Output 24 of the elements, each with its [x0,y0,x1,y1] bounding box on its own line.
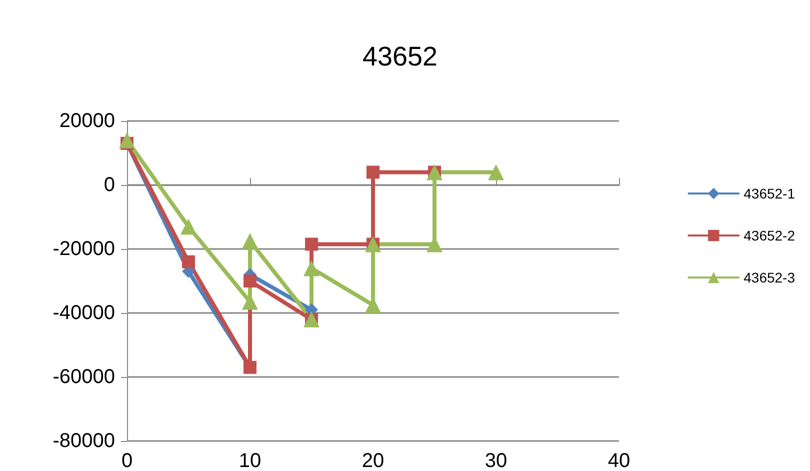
y-tick-label: -20000 [52,238,115,260]
legend-label: 43652-3 [744,270,796,286]
x-tick-label: 0 [121,450,133,471]
y-tick-label: 0 [104,174,115,196]
x-tick-label: 40 [608,450,630,471]
point [488,164,504,180]
point [305,238,318,251]
legend-label: 43652-2 [744,228,796,244]
y-tick-label: -40000 [52,302,115,324]
legend-label: 43652-1 [744,186,796,202]
point [182,255,195,268]
y-tick-label: -60000 [52,366,115,388]
x-tick-label: 20 [362,450,384,471]
point [366,166,380,179]
point [304,260,320,276]
point [242,233,258,249]
x-tick-label: 10 [238,450,262,471]
point [180,218,196,235]
point [119,132,135,148]
point [244,274,256,288]
y-tick-label: -80000 [52,430,115,452]
chart-title: 43652 [362,42,438,72]
x-tick-label: 30 [484,450,508,471]
y-tick-label: 20000 [59,110,115,132]
